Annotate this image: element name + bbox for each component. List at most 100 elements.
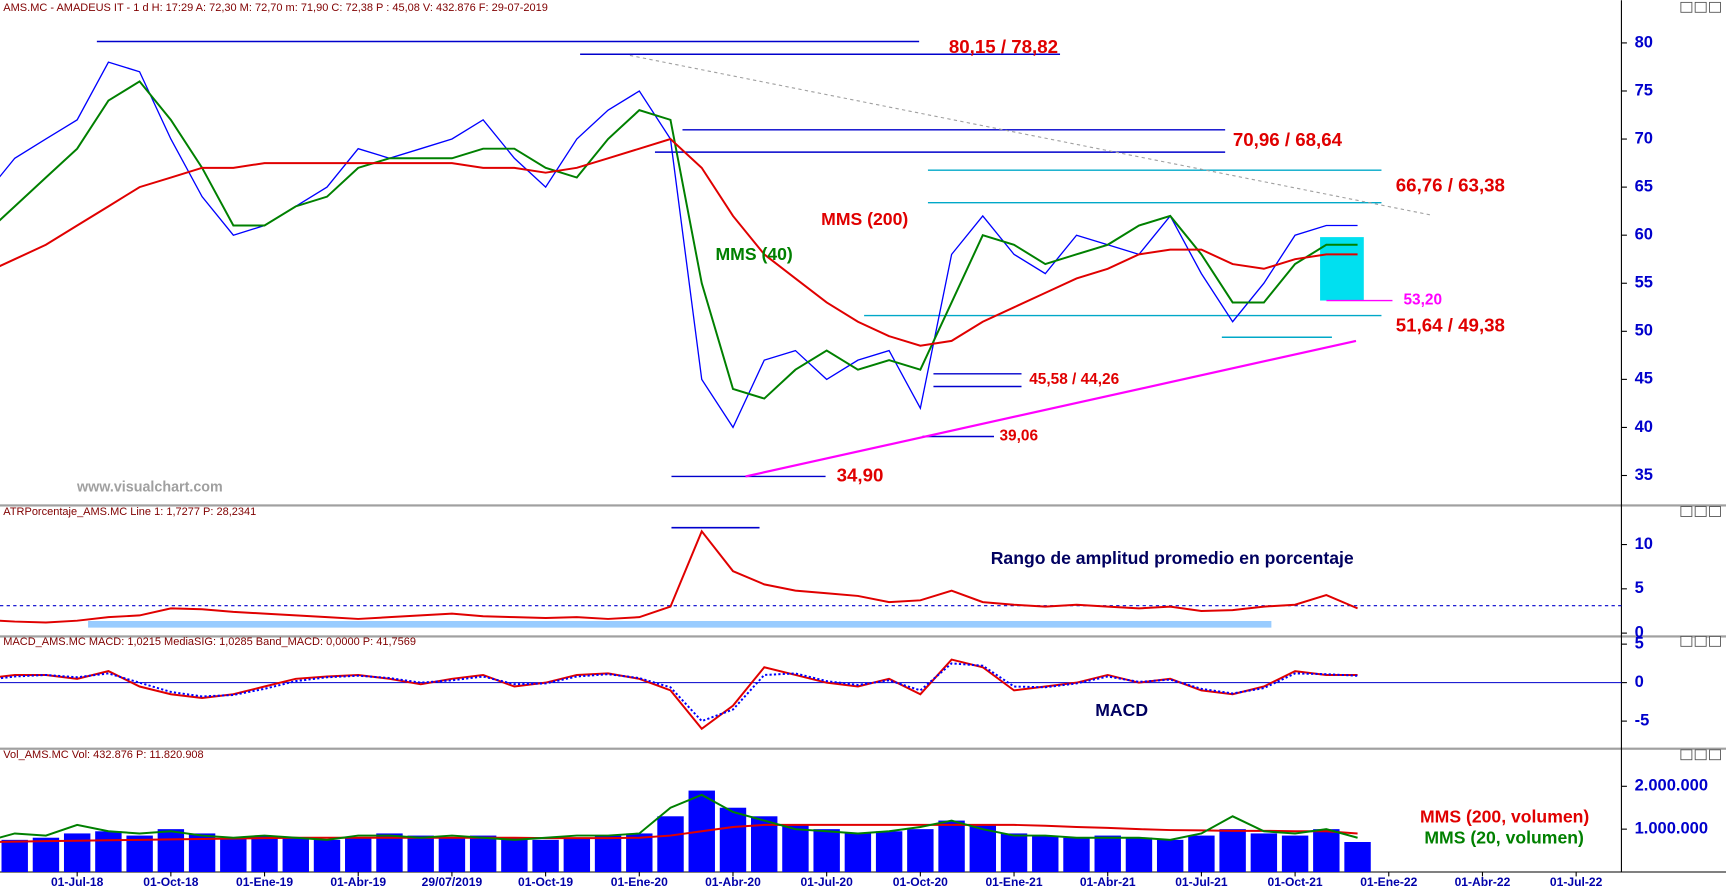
series-label: MACD	[1095, 700, 1148, 720]
series-line	[0, 793, 1358, 841]
x-tick-label: 01-Oct-21	[1268, 875, 1323, 889]
series-line	[0, 80, 1358, 400]
panel-header: AMS.MC - AMADEUS IT - 1 d H: 17:29 A: 72…	[3, 2, 548, 14]
y-tick-label: 65	[1635, 177, 1653, 195]
window-button	[1709, 506, 1721, 517]
window-button	[1694, 1, 1707, 13]
volume-bar	[907, 829, 934, 872]
series-label: MMS (40)	[715, 244, 792, 264]
level-label: 34,90	[837, 464, 884, 485]
level-label: 80,15 / 78,82	[949, 36, 1058, 57]
volume-bar	[626, 833, 653, 872]
volume-bar	[313, 839, 341, 872]
volume-bar	[220, 837, 247, 872]
volume-bar	[469, 835, 497, 872]
volume-bar	[563, 837, 591, 872]
window-button	[1709, 749, 1721, 761]
x-tick-label: 01-Oct-18	[143, 875, 198, 889]
volume-bar	[657, 816, 684, 872]
y-tick-label: 80	[1635, 33, 1653, 51]
trendline	[629, 54, 1432, 216]
x-tick-label: 01-Jul-21	[1175, 875, 1228, 889]
volume-bar	[251, 835, 278, 872]
volume-bar	[376, 833, 403, 872]
volume-bar	[1094, 835, 1121, 872]
volume-bar	[32, 837, 60, 872]
y-tick-label: -5	[1635, 711, 1650, 729]
volume-bar	[95, 831, 122, 872]
volume-bar	[938, 820, 965, 872]
x-tick-label: 01-Oct-20	[893, 875, 948, 889]
x-tick-label: 01-Abr-21	[1080, 875, 1136, 889]
y-tick-label: 75	[1635, 81, 1653, 99]
volume-bar	[1000, 833, 1028, 872]
panel-annotation: Rango de amplitud promedio en porcentaje	[991, 548, 1354, 568]
volume-bar	[501, 837, 528, 872]
x-tick-label: 01-Abr-19	[330, 875, 386, 889]
y-tick-label: 45	[1635, 370, 1653, 388]
volume-bar	[844, 833, 872, 872]
level-label: 66,76 / 63,38	[1396, 174, 1505, 195]
volume-bar	[813, 829, 840, 872]
window-button	[1680, 749, 1693, 761]
highlight-box	[1320, 237, 1364, 301]
y-tick-label: 0	[1635, 623, 1644, 641]
level-label: 70,96 / 68,64	[1233, 129, 1343, 150]
level-label: 45,58 / 44,26	[1029, 371, 1119, 388]
volume-bar	[782, 824, 809, 872]
series-line	[0, 529, 1358, 624]
panel-separator	[0, 635, 1726, 638]
y-tick-label: 35	[1635, 466, 1653, 484]
y-tick-label: 10	[1635, 535, 1653, 553]
x-tick-label: 01-Oct-19	[518, 875, 573, 889]
x-tick-label: 01-Ene-21	[985, 875, 1042, 889]
y-tick-label: 5	[1635, 634, 1644, 652]
panel-separator	[0, 747, 1726, 750]
y-tick-label: 50	[1635, 322, 1653, 340]
x-tick-label: 01-Abr-20	[705, 875, 761, 889]
legend-entry: MMS (200, volumen)	[1420, 807, 1589, 827]
volume-bar	[1344, 842, 1371, 872]
window-button	[1680, 1, 1693, 13]
window-button	[1694, 749, 1707, 761]
x-tick-label: 01-Abr-22	[1455, 875, 1511, 889]
volume-bar	[126, 835, 153, 872]
x-tick-label: 01-Ene-20	[611, 875, 668, 889]
volume-bar	[969, 824, 997, 872]
y-tick-label: 0	[1635, 673, 1644, 691]
series-label: MMS (200)	[821, 209, 908, 229]
window-button	[1680, 635, 1693, 647]
y-tick-label: 40	[1635, 418, 1653, 436]
volume-bar	[594, 835, 622, 872]
window-button	[1680, 506, 1693, 517]
volume-bar	[438, 837, 466, 872]
panel-separator	[0, 504, 1726, 507]
panel-header: Vol_AMS.MC Vol: 432.876 P: 11.820.908	[3, 749, 203, 761]
y-tick-label: 70	[1635, 129, 1653, 147]
volume-bar	[1281, 835, 1309, 872]
volume-bar	[407, 835, 434, 872]
volume-bar	[1125, 837, 1153, 872]
volume-bar	[875, 831, 903, 872]
series-line	[0, 137, 1358, 347]
x-tick-label: 01-Jul-18	[51, 875, 104, 889]
series-line	[0, 823, 1358, 843]
window-button	[1709, 1, 1721, 13]
window-button	[1709, 635, 1721, 647]
x-tick-label: 01-Jul-22	[1550, 875, 1603, 889]
legend-entry: MMS (20, volumen)	[1424, 828, 1583, 848]
y-tick-label: 2.000.000	[1635, 777, 1708, 795]
window-button	[1694, 635, 1707, 647]
volume-bar	[719, 807, 747, 872]
window-button	[1694, 506, 1707, 517]
x-tick-label: 01-Jul-20	[800, 875, 853, 889]
volume-bar	[345, 837, 372, 872]
volume-bar	[282, 837, 309, 872]
watermark: www.visualchart.com	[76, 480, 223, 496]
volume-bar	[157, 829, 185, 872]
x-tick-label: 29/07/2019	[422, 875, 483, 889]
level-label: 51,64 / 49,38	[1396, 314, 1505, 335]
y-tick-label: 1.000.000	[1635, 820, 1708, 838]
